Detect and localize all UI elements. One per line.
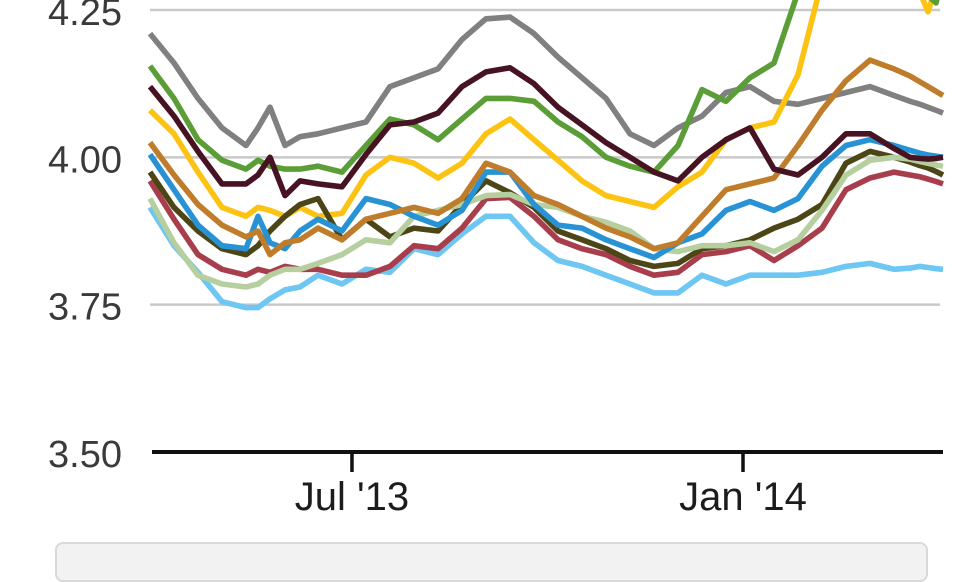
series-lightblue-line (147, 205, 944, 311)
y-axis-label: 3.75 (48, 287, 122, 329)
series-yellow-line (148, 0, 935, 220)
x-axis-label: Jan '14 (679, 475, 807, 519)
series-olive-line (147, 148, 945, 270)
y-axis-label: 4.00 (48, 139, 122, 181)
x-axis-label: Jul '13 (295, 475, 409, 519)
series-gray-line (147, 14, 945, 149)
rate-line-chart: Jul '13 Jan '14 4.25 4.00 3.75 3.50 (48, 0, 945, 519)
legend-box (55, 542, 928, 582)
series-crimson-line (147, 169, 944, 279)
series-maroon-line (147, 65, 944, 199)
y-axis-label: 4.25 (48, 0, 122, 34)
series-blue-line (147, 136, 944, 261)
y-axis-label: 3.50 (48, 434, 122, 476)
series-orange-line (147, 57, 945, 258)
series-green-line (147, 0, 940, 175)
